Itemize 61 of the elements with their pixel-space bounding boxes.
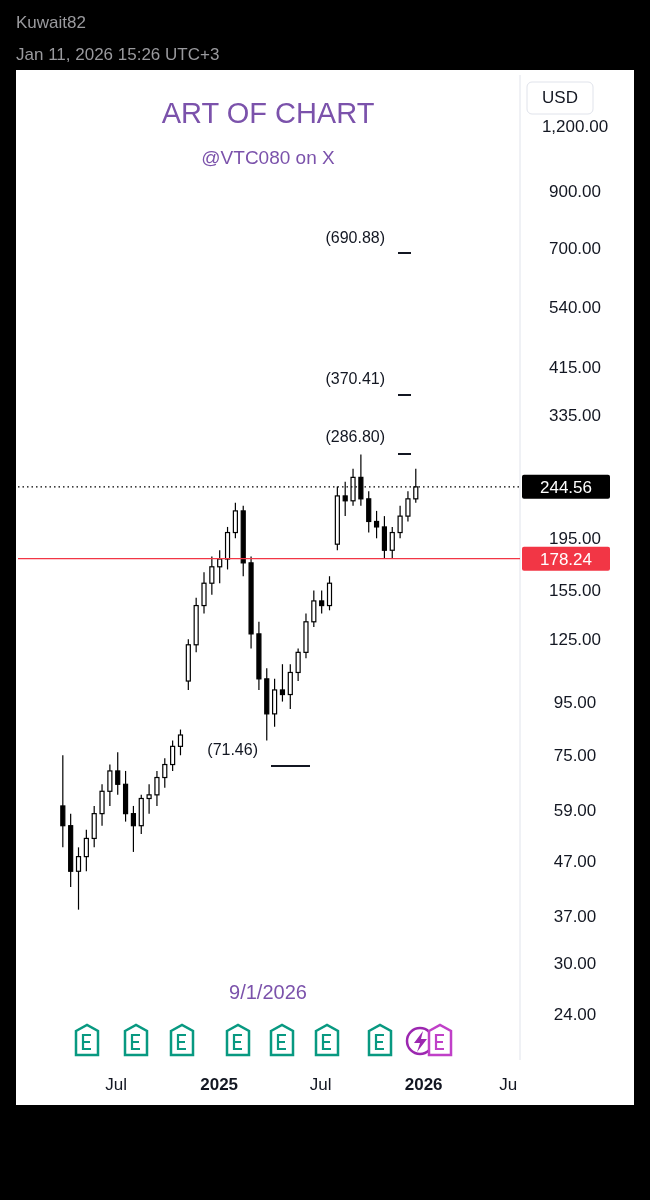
text: ART OF CHART: [161, 97, 375, 129]
x-tick-label: Jul: [309, 1075, 332, 1094]
y-tick-label: 540.00: [549, 297, 601, 317]
annotation: (286.80): [325, 428, 385, 445]
x-tick-label: Ju: [499, 1075, 518, 1094]
candlestick: [272, 678, 278, 728]
y-tick-label: 415.00: [549, 357, 601, 377]
candlestick: [295, 647, 301, 682]
annotation: (71.46): [207, 741, 258, 758]
candlestick: [319, 589, 325, 615]
y-tick-label: 75.00: [553, 746, 597, 766]
candlestick: [389, 526, 395, 560]
y-tick-label: 95.00: [553, 692, 597, 712]
y-tick-label: 195.00: [549, 529, 601, 549]
candlestick: [170, 740, 176, 772]
candlestick: [75, 846, 82, 911]
text: @VTC080 on X: [201, 147, 335, 168]
y-tick-label: 59.00: [553, 800, 597, 820]
annotation: (690.88): [325, 229, 385, 246]
text: Jan 11, 2026 15:26 UTC+3: [16, 45, 220, 64]
candlestick: [201, 571, 207, 615]
y-tick-label: 900.00: [549, 181, 601, 201]
text: USD: [542, 88, 578, 107]
candlestick: [397, 505, 403, 539]
ref-line-label: 244.56: [540, 477, 592, 497]
y-tick-label: 335.00: [549, 406, 601, 426]
candlestick: [373, 510, 380, 539]
y-tick-label: 700.00: [549, 239, 601, 259]
candlestick: [60, 754, 66, 848]
candlestick: [279, 663, 286, 703]
candlestick: [115, 751, 121, 796]
candlestick: [232, 502, 238, 539]
candlestick: [130, 805, 137, 853]
x-tick-label: 2025: [200, 1075, 239, 1094]
candlestick: [326, 575, 333, 611]
candlestick: [107, 763, 113, 807]
y-tick-label: 155.00: [549, 581, 601, 601]
y-tick-label: 24.00: [553, 1004, 597, 1024]
y-tick-label: 47.00: [553, 852, 597, 872]
y-tick-label: 37.00: [553, 906, 597, 926]
x-tick-label: 2026: [404, 1075, 443, 1094]
candlestick: [154, 770, 160, 807]
candlestick: [381, 515, 388, 560]
candlestick: [209, 555, 215, 596]
candlestick: [99, 783, 105, 827]
annotation: 9/1/2026: [229, 981, 307, 1003]
candlestick: [366, 490, 372, 534]
x-tick-label: Jul: [105, 1075, 127, 1094]
ref-line-label: 178.24: [540, 549, 592, 569]
candlestick: [146, 783, 152, 815]
text: Kuwait82: [16, 13, 86, 32]
candlestick: [287, 663, 293, 710]
annotation: (370.41): [325, 370, 385, 387]
y-tick-label: 125.00: [549, 630, 601, 650]
candlestick: [177, 728, 184, 756]
candlestick: [405, 490, 411, 523]
candlestick: [311, 589, 317, 628]
candlestick: [162, 757, 168, 789]
y-tick-label: 1,200.00: [541, 116, 609, 136]
candlestick: [83, 829, 89, 872]
y-tick-label: 30.00: [553, 954, 597, 974]
